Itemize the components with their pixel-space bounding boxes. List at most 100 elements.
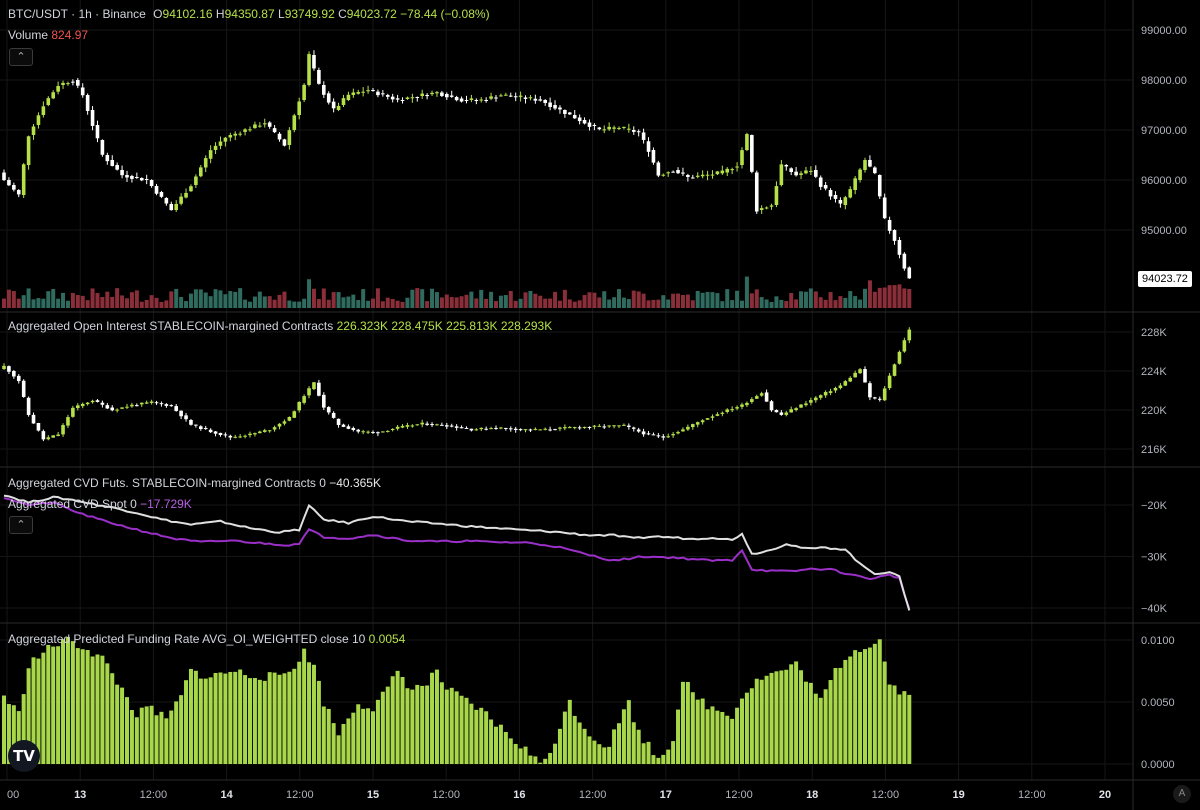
volume-bar	[307, 279, 312, 308]
funding-bar	[70, 641, 75, 764]
price-candle-body	[199, 167, 203, 177]
price-candle-body	[272, 128, 277, 133]
oi-candle-body	[218, 432, 223, 436]
volume-bar	[705, 291, 710, 308]
volume-bar	[562, 289, 567, 308]
oi-candle-body	[36, 423, 41, 431]
volume-bar	[700, 292, 705, 308]
oi-candle-body	[100, 402, 105, 405]
oi-candle-body	[149, 401, 154, 403]
collapse-cvd-legend-button[interactable]: ⌃	[9, 516, 33, 534]
price-candle-body	[174, 203, 178, 210]
price-candle-body	[179, 196, 183, 204]
funding-bar	[371, 711, 375, 764]
auto-scale-button[interactable]: A	[1173, 785, 1191, 803]
oi-candle-body	[469, 428, 474, 431]
funding-bar	[740, 698, 744, 764]
oi-candle-body	[612, 425, 616, 427]
oi-candle-body	[843, 381, 848, 386]
oi-candle-body	[691, 424, 695, 428]
funding-bar	[243, 675, 248, 764]
price-candle-body	[262, 123, 267, 125]
volume-bar	[690, 300, 695, 308]
funding-bar	[503, 731, 508, 764]
high-label: H	[215, 7, 225, 21]
volume-bar	[292, 301, 297, 308]
price-axis-tick: 98000.00	[1141, 75, 1187, 87]
oi-candle-body	[130, 404, 134, 407]
oi-candle-body	[341, 424, 346, 427]
oi-candle-body	[154, 402, 159, 404]
funding-bar	[813, 693, 818, 764]
tradingview-logo-icon[interactable]: TV	[8, 740, 40, 772]
funding-bar	[543, 758, 548, 764]
price-candle-body	[76, 80, 80, 86]
price-candle-body	[769, 205, 774, 207]
oi-candle-body	[809, 400, 813, 403]
oi-candle-body	[115, 409, 119, 411]
cvd-spot-value: −17.729K	[140, 497, 192, 511]
price-candle-body	[617, 127, 621, 129]
volume-bar	[651, 299, 656, 308]
volume-bar	[65, 300, 70, 308]
funding-bar	[193, 670, 198, 764]
oi-candle-body	[385, 430, 390, 432]
volume-bar	[784, 301, 789, 308]
collapse-legend-button[interactable]: ⌃	[9, 48, 33, 66]
price-candle-body	[312, 55, 316, 69]
funding-bar	[154, 715, 159, 764]
oi-candle-body	[174, 406, 178, 411]
price-candle-body	[705, 174, 710, 176]
price-candle-body	[410, 97, 415, 99]
volume-bar	[764, 299, 769, 308]
volume-value: 824.97	[51, 28, 89, 42]
volume-bar	[198, 289, 203, 308]
chevron-up-icon: ⌃	[16, 519, 26, 531]
oi-candle-body	[651, 434, 656, 436]
oi-candle-body	[420, 422, 424, 425]
volume-bar	[120, 295, 125, 308]
funding-bar	[439, 682, 444, 764]
funding-bar	[617, 723, 621, 764]
volume-bar	[489, 291, 494, 308]
volume-bar	[134, 290, 139, 308]
price-candle-body	[435, 92, 439, 94]
volume-bar	[21, 295, 26, 308]
oi-candle-body	[686, 426, 690, 430]
oi-label: Aggregated Open Interest STABLECOIN-marg…	[8, 319, 334, 333]
oi-candle-body	[789, 409, 793, 413]
oi-close: 228.293K	[500, 319, 553, 333]
oi-candle-body	[322, 394, 326, 408]
price-candle-body	[341, 98, 346, 105]
volume-bar	[361, 289, 366, 308]
price-candle-body	[779, 164, 784, 185]
oi-candle-body	[440, 424, 444, 426]
volume-bar	[2, 298, 6, 308]
time-axis-tick: 13	[74, 789, 86, 801]
price-candle-body	[120, 170, 124, 176]
funding-bar	[469, 703, 474, 764]
volume-bar	[587, 292, 592, 308]
oi-candle-body	[258, 431, 262, 434]
chevron-up-icon: ⌃	[16, 51, 26, 63]
oi-candle-body	[858, 369, 862, 374]
funding-bar	[100, 655, 105, 764]
oi-candle-body	[740, 404, 744, 407]
price-candle-body	[243, 129, 247, 132]
funding-bar	[375, 699, 380, 764]
funding-bar	[51, 646, 56, 764]
price-candle-body	[292, 115, 297, 130]
price-candle-body	[828, 190, 833, 197]
oi-candle-body	[366, 431, 370, 433]
funding-bar	[789, 664, 794, 764]
price-candle-body	[258, 125, 262, 127]
volume-bar	[169, 291, 174, 308]
price-candle-body	[710, 174, 715, 176]
funding-bar	[223, 673, 228, 764]
price-candle-body	[390, 96, 395, 100]
funding-bar	[494, 726, 498, 764]
funding-bar	[823, 689, 828, 764]
oi-candle-body	[587, 426, 592, 428]
time-axis-tick: 12:00	[872, 789, 900, 801]
